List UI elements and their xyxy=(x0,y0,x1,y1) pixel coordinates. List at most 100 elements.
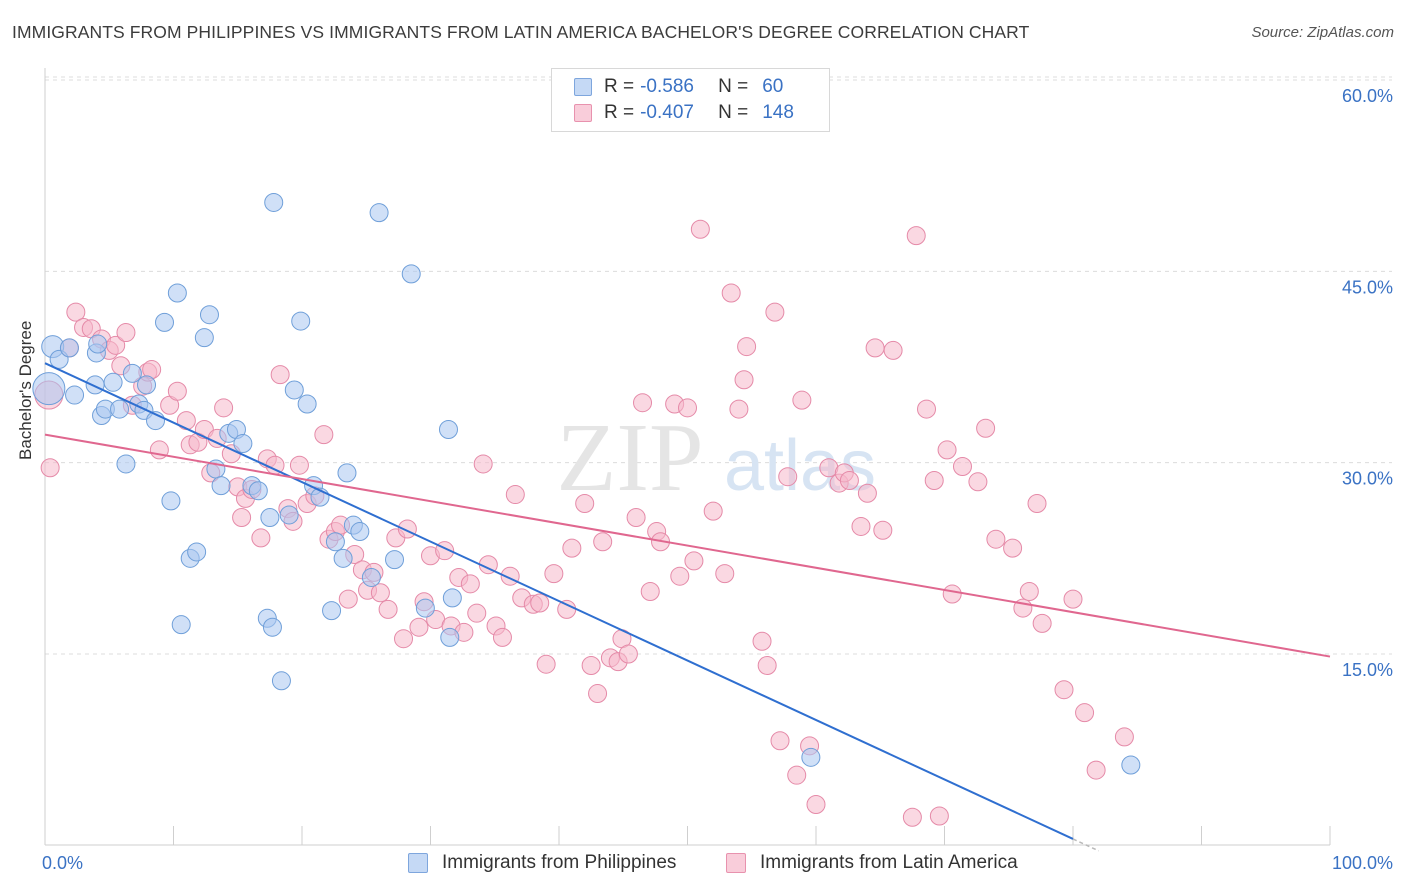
axes xyxy=(44,68,1331,846)
data-point xyxy=(211,476,231,496)
series-legend-label-latin-america: Immigrants from Latin America xyxy=(760,852,1018,873)
tick-labels: 15.0% 30.0% 45.0% 60.0% 0.0% 100.0% xyxy=(42,86,1393,873)
data-point xyxy=(473,454,493,474)
data-point xyxy=(442,588,462,608)
data-point xyxy=(59,338,79,358)
data-point xyxy=(161,491,181,511)
data-point xyxy=(865,338,885,358)
data-point xyxy=(734,370,754,390)
data-point xyxy=(757,655,777,675)
data-point xyxy=(770,731,790,751)
data-point xyxy=(492,627,512,647)
data-point xyxy=(684,551,704,571)
data-point xyxy=(557,599,577,619)
data-point xyxy=(233,434,253,454)
series-legend-latin-america: Immigrants from Latin America xyxy=(726,852,1018,874)
data-point xyxy=(737,337,757,357)
legend-r-value: -0.586 xyxy=(640,76,694,97)
data-point xyxy=(66,302,86,322)
data-point xyxy=(976,418,996,438)
data-point xyxy=(1027,493,1047,513)
data-point xyxy=(401,264,421,284)
data-point xyxy=(322,601,342,621)
data-point xyxy=(40,458,60,478)
watermark: ZIP atlas xyxy=(557,404,877,512)
series-legend: Immigrants from Philippines Immigrants f… xyxy=(0,852,1406,878)
data-point xyxy=(325,532,345,552)
data-point xyxy=(116,454,136,474)
data-point xyxy=(902,807,922,827)
legend-r-label: R = xyxy=(604,102,635,123)
data-point xyxy=(530,593,550,613)
data-point xyxy=(279,505,299,525)
data-point xyxy=(703,501,723,521)
data-point xyxy=(271,671,291,691)
series-legend-swatch-latin-america xyxy=(726,853,746,873)
data-point xyxy=(385,550,405,570)
data-point xyxy=(116,323,136,343)
data-point xyxy=(415,598,435,618)
data-point xyxy=(986,529,1006,549)
data-point xyxy=(765,302,785,322)
y-axis-label: Bachelor's Degree xyxy=(16,320,35,460)
data-point xyxy=(460,574,480,594)
data-point xyxy=(438,420,458,440)
data-point xyxy=(806,795,826,815)
data-point xyxy=(440,627,460,647)
data-point xyxy=(1075,703,1095,723)
data-point xyxy=(924,471,944,491)
data-point xyxy=(857,483,877,503)
data-point xyxy=(715,564,735,584)
data-point xyxy=(575,493,595,513)
legend-n-label: N = xyxy=(718,76,749,97)
data-point xyxy=(122,363,142,383)
data-point xyxy=(640,581,660,601)
data-point xyxy=(248,481,268,501)
data-point xyxy=(690,219,710,239)
data-point xyxy=(562,538,582,558)
series-legend-swatch-philippines xyxy=(408,853,428,873)
data-point xyxy=(378,599,398,619)
data-point xyxy=(270,365,290,385)
data-point xyxy=(338,589,358,609)
data-point xyxy=(251,528,271,548)
data-point xyxy=(262,617,282,637)
data-point xyxy=(942,584,962,604)
data-point xyxy=(264,192,284,212)
data-point xyxy=(536,654,556,674)
data-point xyxy=(167,381,187,401)
data-point xyxy=(937,440,957,460)
data-point xyxy=(361,567,381,587)
data-point xyxy=(137,375,157,395)
trend-lines xyxy=(44,362,1331,852)
data-point xyxy=(626,508,646,528)
data-point xyxy=(787,765,807,785)
y-tick-label: 60.0% xyxy=(1342,86,1393,106)
data-point xyxy=(839,471,859,491)
series-philippines xyxy=(32,192,1141,775)
data-point xyxy=(297,394,317,414)
data-point xyxy=(284,380,304,400)
trend-line-latin-america xyxy=(44,433,1331,658)
data-point xyxy=(588,684,608,704)
data-point xyxy=(394,629,414,649)
data-point xyxy=(1032,613,1052,633)
legend-n-value: 60 xyxy=(762,76,784,97)
data-point xyxy=(409,617,429,637)
legend-swatch-philippines xyxy=(574,78,592,96)
watermark-atlas: atlas xyxy=(724,426,876,506)
data-point xyxy=(505,485,525,505)
data-point xyxy=(199,305,219,325)
data-point xyxy=(873,520,893,540)
chart-title: IMMIGRANTS FROM PHILIPPINES VS IMMIGRANT… xyxy=(12,22,1030,42)
data-point xyxy=(1114,727,1134,747)
series-legend-label-philippines: Immigrants from Philippines xyxy=(442,852,677,873)
data-point xyxy=(618,644,638,664)
data-point xyxy=(187,542,207,562)
data-point xyxy=(85,375,105,395)
data-point xyxy=(952,456,972,476)
data-point xyxy=(678,398,697,418)
data-point xyxy=(729,399,749,419)
data-point xyxy=(1063,589,1083,609)
